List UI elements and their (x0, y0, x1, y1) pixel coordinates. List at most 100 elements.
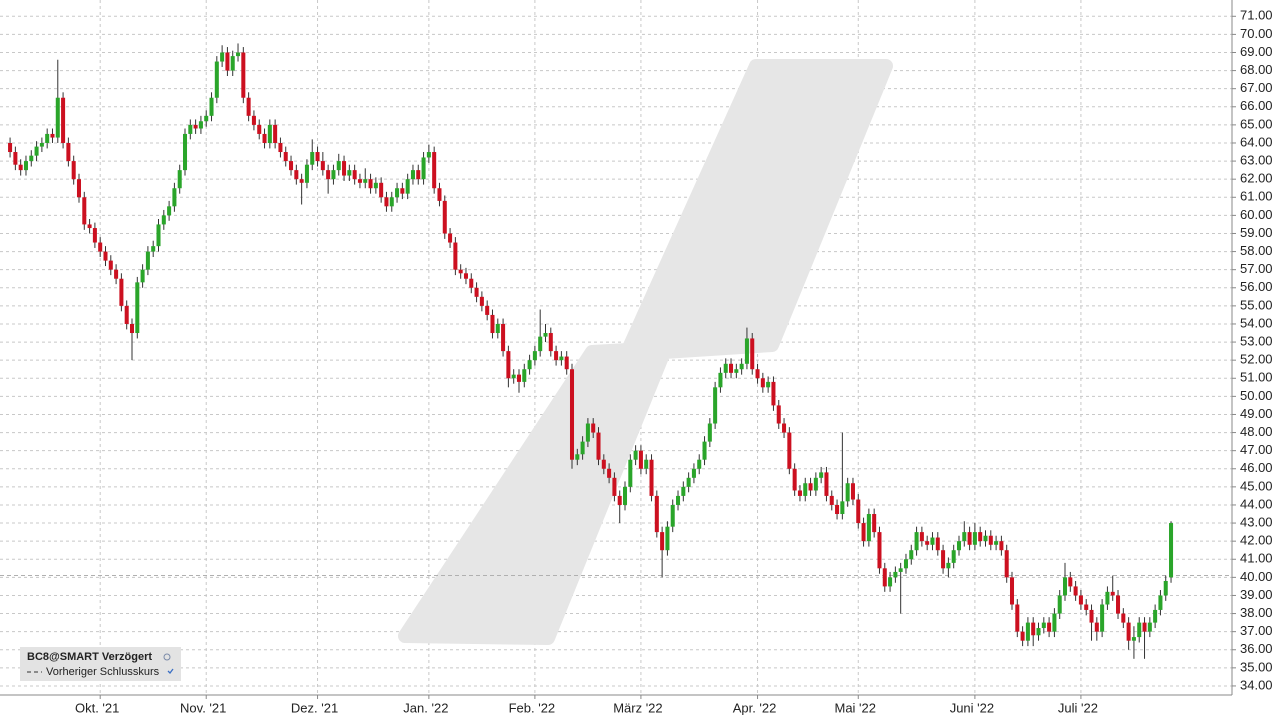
y-tick-label: 68.00 (1240, 62, 1273, 77)
candle-body (866, 514, 871, 542)
candle-body (204, 115, 209, 122)
y-tick-label: 43.00 (1240, 514, 1273, 529)
candle-body (861, 523, 866, 542)
candle-body (39, 142, 44, 147)
y-tick-label: 36.00 (1240, 641, 1273, 656)
candle-body (501, 323, 506, 352)
legend-reference: Vorheriger Schlusskurs (46, 666, 160, 678)
candle-body (797, 490, 802, 496)
y-tick-label: 56.00 (1240, 279, 1273, 294)
y-tick-label: 42.00 (1240, 533, 1273, 548)
candle-body (34, 146, 39, 156)
candle-body (766, 381, 771, 388)
candle-body (1025, 622, 1030, 641)
candle-body (877, 532, 882, 569)
candle-body (962, 532, 967, 542)
candle-body (681, 486, 686, 496)
candle-body (1041, 622, 1046, 629)
candle-body (8, 142, 13, 153)
candle-body (198, 121, 203, 129)
legend-icon (163, 653, 171, 661)
x-tick-label: Nov. '21 (180, 700, 226, 715)
y-tick-label: 57.00 (1240, 261, 1273, 276)
candle-body (315, 152, 320, 162)
candle-body (1131, 637, 1136, 641)
candle-body (1078, 595, 1083, 605)
candle-body (299, 179, 304, 183)
candle-body (771, 381, 776, 406)
x-tick-label: Apr. '22 (733, 700, 777, 715)
y-tick-label: 61.00 (1240, 189, 1273, 204)
candle-body (55, 97, 60, 138)
y-tick-label: 40.00 (1240, 569, 1273, 584)
candle-body (61, 97, 66, 143)
candle-body (87, 224, 92, 229)
y-tick-label: 39.00 (1240, 587, 1273, 602)
candle-body (1020, 631, 1025, 641)
candle-body (978, 532, 983, 542)
candle-body (114, 269, 119, 279)
candle-body (98, 242, 103, 252)
candle-body (909, 550, 914, 560)
candle-body (1153, 609, 1158, 623)
candle-body (1057, 595, 1062, 614)
candle-body (241, 52, 246, 98)
candle-body (1158, 595, 1163, 610)
y-tick-label: 67.00 (1240, 80, 1273, 95)
candle-body (119, 278, 124, 306)
candle-body (845, 483, 850, 502)
candle-body (1105, 591, 1110, 605)
candle-body (1142, 622, 1147, 632)
candle-body (379, 182, 384, 198)
candle-body (13, 152, 18, 165)
candle-body (808, 483, 813, 491)
candle-body (819, 472, 824, 478)
candle-body (575, 454, 580, 460)
candle-body (1169, 523, 1174, 578)
candle-body (612, 477, 617, 496)
candle-body (373, 182, 378, 189)
candle-body (145, 251, 150, 270)
candle-body (426, 152, 431, 158)
y-tick-label: 50.00 (1240, 388, 1273, 403)
candle-body (220, 52, 225, 62)
candle-body (458, 269, 463, 274)
candle-body (941, 550, 946, 569)
candle-body (792, 468, 797, 491)
candle-body (182, 133, 188, 171)
candle-body (840, 501, 845, 515)
candle-body (702, 441, 707, 460)
candle-body (569, 369, 575, 460)
candle-body (829, 495, 834, 505)
y-tick-label: 48.00 (1240, 424, 1273, 439)
candle-body (251, 115, 256, 125)
candle-body (352, 170, 357, 180)
candle-body (236, 52, 241, 57)
candle-body (400, 188, 405, 194)
candle-body (967, 532, 972, 545)
candle-body (485, 305, 490, 315)
candle-body (1015, 604, 1020, 632)
candle-body (660, 532, 665, 551)
candle-body (129, 323, 135, 334)
candle-body (384, 197, 389, 207)
y-tick-label: 58.00 (1240, 243, 1273, 258)
candle-body (1126, 622, 1131, 641)
candle-body (1100, 604, 1105, 632)
candle-body (1052, 613, 1057, 632)
y-tick-label: 59.00 (1240, 225, 1273, 240)
candle-body (824, 472, 829, 496)
x-tick-label: Juni '22 (950, 700, 994, 715)
candle-body (506, 351, 511, 379)
candle-body (994, 541, 999, 545)
candle-body (1004, 550, 1009, 578)
candle-body (691, 468, 696, 478)
candle-body (389, 197, 394, 207)
candle-body (644, 459, 649, 469)
candle-body (713, 387, 718, 424)
candle-body (813, 477, 818, 491)
candle-body (935, 537, 940, 551)
legend-check[interactable] (167, 668, 174, 674)
candle-body (835, 504, 840, 515)
candle-body (559, 356, 564, 361)
